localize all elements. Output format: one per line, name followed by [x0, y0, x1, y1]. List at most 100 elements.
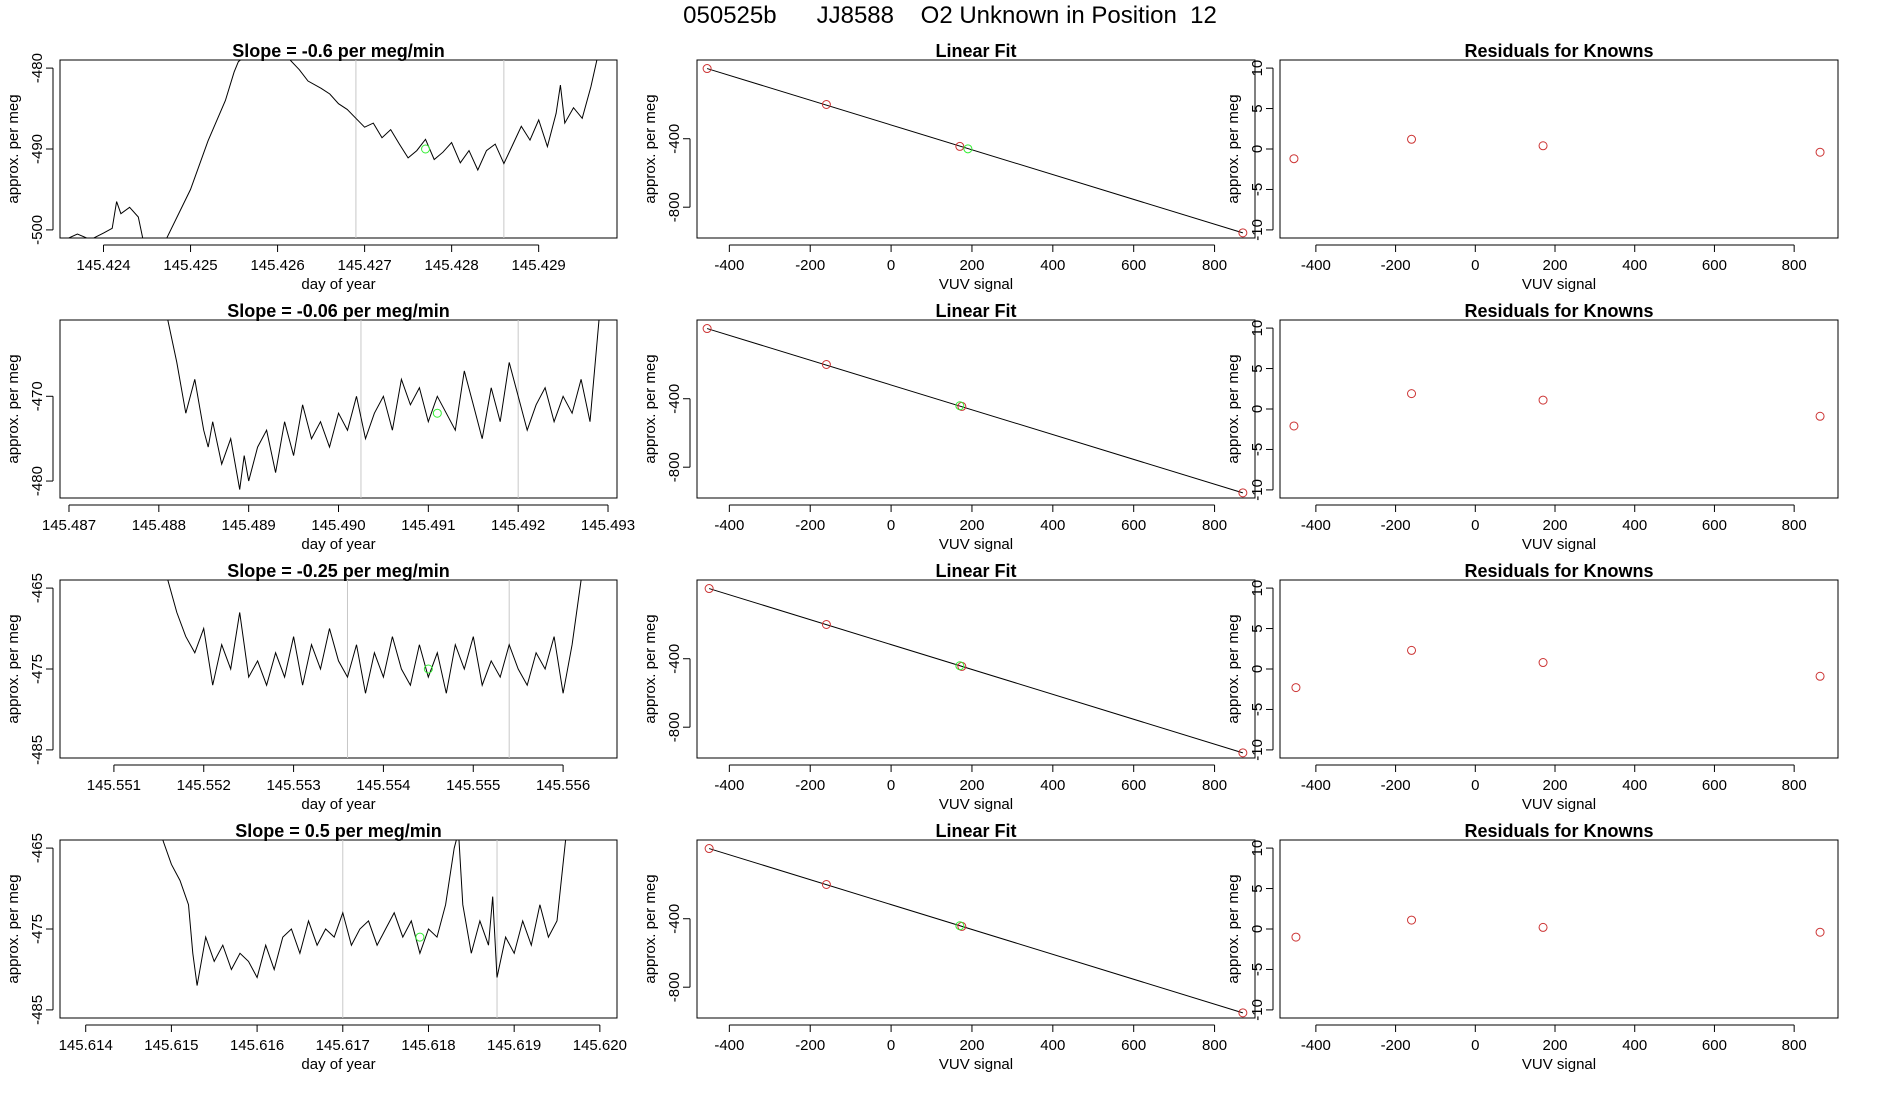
- signal-trace: [67, 201, 144, 238]
- known-point: [1815, 671, 1825, 681]
- x-axis-label: VUV signal: [1522, 276, 1596, 293]
- x-axis-label: VUV signal: [939, 796, 1013, 813]
- y-tick-label: -400: [666, 644, 683, 674]
- fit-line: [706, 328, 1244, 494]
- y-tick-label: -5: [1249, 443, 1266, 456]
- panel-title: Linear Fit: [935, 821, 1016, 841]
- panel-title: Slope = -0.25 per meg/min: [227, 561, 450, 581]
- y-axis-label: approx. per meg: [642, 874, 659, 983]
- x-tick-label: 145.487: [42, 517, 96, 534]
- known-point: [1538, 658, 1548, 668]
- unknown-point: [955, 921, 965, 931]
- x-tick-label: 200: [959, 517, 984, 534]
- x-tick-label: 145.490: [311, 517, 365, 534]
- plot-frame: [1279, 839, 1839, 1019]
- y-tick-label: -400: [666, 124, 683, 154]
- panel-1-2: Linear Fit -400 -200 0 200 400 600 800 VUV signa…: [642, 41, 1256, 293]
- x-tick-label: 0: [887, 1037, 895, 1054]
- plot-frame: [59, 839, 618, 1019]
- y-tick-label: -10: [1249, 219, 1266, 241]
- mean-marker: [432, 408, 442, 418]
- y-tick-label: -485: [29, 995, 46, 1025]
- known-point: [1238, 228, 1248, 238]
- x-tick-label: 0: [1471, 1037, 1479, 1054]
- x-tick-label: 600: [1702, 777, 1727, 794]
- plot-area: [167, 580, 582, 758]
- known-point: [1538, 922, 1548, 932]
- x-tick-label: 145.614: [59, 1037, 113, 1054]
- y-tick-label: -10: [1249, 739, 1266, 761]
- y-tick-label: 10: [1249, 60, 1266, 77]
- x-tick-label: -200: [1381, 517, 1411, 534]
- y-tick-label: 0: [1249, 925, 1266, 933]
- x-tick-label: -200: [795, 777, 825, 794]
- unknown-point: [955, 661, 965, 671]
- y-tick-label: 10: [1249, 840, 1266, 857]
- x-tick-label: -200: [795, 517, 825, 534]
- y-tick-label: -465: [29, 833, 46, 863]
- y-tick-label: -480: [29, 53, 46, 83]
- x-tick-label: 600: [1121, 257, 1146, 274]
- x-tick-label: 400: [1040, 257, 1065, 274]
- known-point: [821, 360, 831, 369]
- known-point: [821, 620, 831, 629]
- known-point: [1815, 147, 1825, 157]
- x-tick-label: 0: [887, 257, 895, 274]
- x-tick-label: 200: [1542, 777, 1567, 794]
- known-point: [1291, 683, 1301, 693]
- x-axis-label: day of year: [301, 276, 375, 293]
- y-axis-label: approx. per meg: [1225, 874, 1242, 983]
- x-axis-label: VUV signal: [939, 276, 1013, 293]
- panel-title: Residuals for Knowns: [1464, 561, 1653, 581]
- x-tick-label: 145.615: [144, 1037, 198, 1054]
- panel-title: Slope = -0.06 per meg/min: [227, 301, 450, 321]
- y-tick-label: -10: [1249, 999, 1266, 1021]
- plot-frame: [59, 579, 618, 759]
- y-tick-label: 0: [1249, 145, 1266, 153]
- x-tick-label: 0: [1471, 777, 1479, 794]
- x-axis-label: day of year: [301, 1056, 375, 1073]
- y-tick-label: -800: [666, 972, 683, 1002]
- x-axis-label: day of year: [301, 536, 375, 553]
- y-tick-label: 5: [1249, 624, 1266, 632]
- y-tick-label: -485: [29, 735, 46, 765]
- x-tick-label: 145.428: [425, 257, 479, 274]
- x-tick-label: 800: [1202, 257, 1227, 274]
- panel-3-3: Residuals for Knowns -400 -200 0 200 400 600 80…: [1225, 561, 1839, 813]
- signal-trace: [167, 580, 582, 694]
- x-tick-label: 200: [1542, 1037, 1567, 1054]
- x-tick-label: 800: [1782, 257, 1807, 274]
- known-point: [702, 64, 712, 74]
- x-tick-label: 0: [887, 777, 895, 794]
- x-tick-label: 145.618: [401, 1037, 455, 1054]
- y-tick-label: 10: [1249, 580, 1266, 597]
- plot-frame: [1279, 59, 1839, 239]
- x-tick-label: 200: [959, 257, 984, 274]
- y-tick-label: -800: [666, 712, 683, 742]
- x-tick-label: -400: [1301, 1037, 1331, 1054]
- x-tick-label: -400: [714, 517, 744, 534]
- x-tick-label: 145.426: [250, 257, 304, 274]
- panel-1-3: Residuals for Knowns -400 -200 0 200 400 600 80…: [1225, 41, 1839, 293]
- x-tick-label: 200: [1542, 257, 1567, 274]
- x-tick-label: 145.555: [446, 777, 500, 794]
- x-tick-label: 600: [1121, 777, 1146, 794]
- signal-trace: [289, 60, 598, 172]
- x-tick-label: 145.491: [401, 517, 455, 534]
- x-tick-label: 600: [1702, 517, 1727, 534]
- plot-area: [1291, 915, 1825, 942]
- x-tick-label: -400: [714, 777, 744, 794]
- plot-area: [167, 320, 600, 498]
- x-tick-label: -400: [1301, 257, 1331, 274]
- x-tick-label: 145.553: [266, 777, 320, 794]
- known-point: [1289, 154, 1299, 164]
- known-point: [704, 844, 714, 854]
- panel-title: Linear Fit: [935, 41, 1016, 61]
- panel-2-1: Slope = -0.06 per meg/min 145.487 145.488 1…: [5, 301, 635, 553]
- plot-area: [67, 60, 598, 238]
- known-point: [955, 141, 965, 151]
- plot-area: [1289, 389, 1825, 431]
- x-tick-label: 400: [1622, 777, 1647, 794]
- x-axis-label: VUV signal: [1522, 536, 1596, 553]
